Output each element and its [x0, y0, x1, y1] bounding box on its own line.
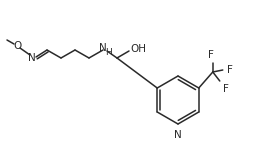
Text: N: N: [99, 43, 107, 53]
Text: F: F: [208, 50, 214, 60]
Text: OH: OH: [130, 44, 146, 54]
Text: F: F: [223, 84, 229, 94]
Text: N: N: [28, 53, 36, 63]
Text: F: F: [227, 65, 233, 75]
Text: H: H: [105, 48, 111, 57]
Text: O: O: [13, 41, 21, 51]
Text: N: N: [174, 130, 182, 140]
